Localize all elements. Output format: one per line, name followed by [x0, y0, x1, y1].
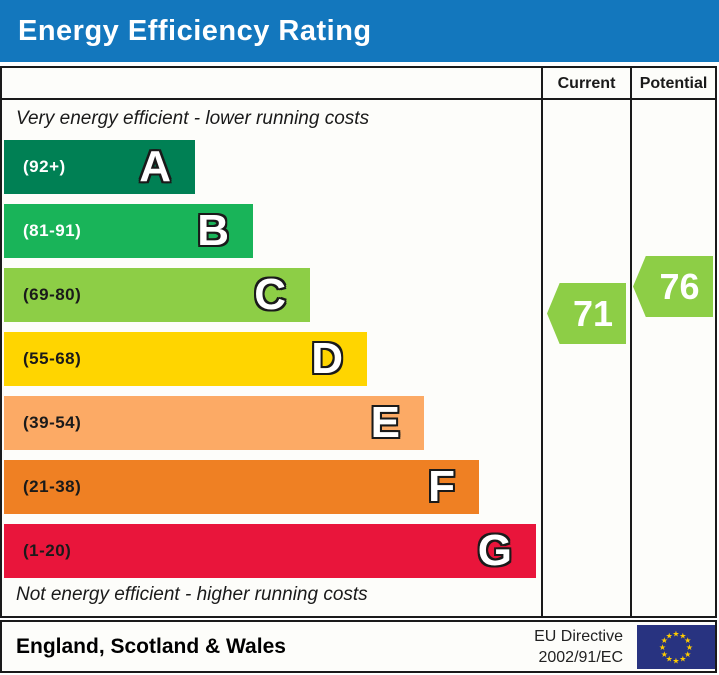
- potential-arrow: 76: [633, 256, 713, 317]
- svg-text:★: ★: [679, 655, 686, 664]
- column-header-current: Current: [557, 75, 616, 92]
- band-b: (81-91) B: [4, 204, 253, 258]
- current-column-divider: [541, 68, 543, 616]
- eu-flag-icon: ★ ★ ★ ★ ★ ★ ★ ★ ★ ★ ★ ★: [637, 625, 715, 669]
- eu-directive-label: EU Directive 2002/91/EC: [534, 626, 623, 668]
- band-b-letter: B: [197, 206, 229, 255]
- title-bar: Energy Efficiency Rating: [0, 0, 719, 62]
- svg-text:★: ★: [672, 657, 679, 666]
- band-a: (92+) A: [4, 140, 195, 194]
- svg-text:★: ★: [686, 643, 693, 652]
- column-header-potential: Potential: [639, 75, 708, 92]
- region-label: England, Scotland & Wales: [16, 634, 286, 658]
- band-c-letter: C: [254, 270, 286, 319]
- top-note: Very energy efficient - lower running co…: [16, 108, 370, 129]
- band-f: (21-38) F: [4, 460, 479, 514]
- band-g-range-label: (1-20): [23, 541, 72, 560]
- svg-text:★: ★: [684, 650, 691, 659]
- band-f-letter: F: [428, 462, 455, 511]
- svg-text:★: ★: [659, 643, 666, 652]
- band-e-range-label: (39-54): [23, 413, 82, 432]
- eu-directive-line2: 2002/91/EC: [538, 649, 623, 666]
- band-d-range-label: (55-68): [23, 349, 82, 368]
- potential-column-divider: [630, 68, 632, 616]
- band-a-range-label: (92+): [23, 157, 66, 176]
- current-arrow-value: 71: [572, 292, 614, 334]
- page-title: Energy Efficiency Rating: [18, 14, 372, 47]
- current-arrow: 71: [547, 283, 626, 344]
- svg-text:★: ★: [666, 631, 673, 640]
- band-c: (69-80) C: [4, 268, 310, 322]
- header-row-divider: [2, 98, 715, 100]
- band-e-letter: E: [370, 398, 400, 447]
- eu-directive-line1: EU Directive: [534, 628, 623, 645]
- footer: England, Scotland & Wales EU Directive 2…: [0, 620, 717, 673]
- band-c-range-label: (69-80): [23, 285, 82, 304]
- band-f-range-label: (21-38): [23, 477, 82, 496]
- svg-text:★: ★: [661, 650, 668, 659]
- potential-arrow-value: 76: [659, 265, 700, 307]
- band-b-range-label: (81-91): [23, 221, 82, 240]
- band-e: (39-54) E: [4, 396, 424, 450]
- band-g-letter: G: [477, 526, 512, 575]
- svg-text:★: ★: [684, 636, 691, 645]
- band-d-letter: D: [311, 334, 343, 383]
- svg-text:★: ★: [672, 630, 679, 639]
- bottom-note: Not energy efficient - higher running co…: [16, 584, 368, 605]
- svg-text:★: ★: [679, 631, 686, 640]
- svg-text:★: ★: [661, 636, 668, 645]
- svg-text:★: ★: [666, 655, 673, 664]
- band-d: (55-68) D: [4, 332, 367, 386]
- band-a-letter: A: [139, 142, 171, 191]
- band-g: (1-20) G: [4, 524, 536, 578]
